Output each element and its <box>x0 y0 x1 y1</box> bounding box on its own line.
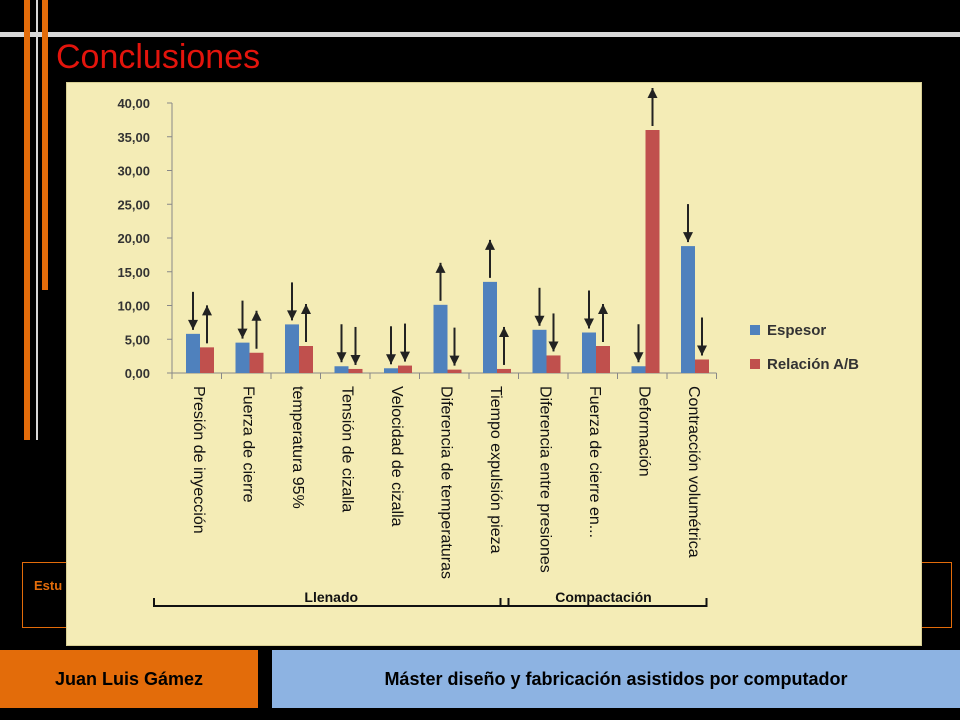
bar-relaci-n-a-b <box>695 359 709 373</box>
bar-chart: 0,00 5,00 10,00 15,00 20,00 25,00 30,00 35,00 40… <box>117 88 859 607</box>
bar-relaci-n-a-b <box>546 355 561 373</box>
y-tick-label: 5,00 <box>125 332 150 347</box>
category-label: Velocidad de cizalla <box>388 386 405 527</box>
arrow-down-icon <box>534 315 545 326</box>
bar-relaci-n-a-b <box>596 346 610 373</box>
arrow-down-icon <box>336 352 347 363</box>
arrow-up-icon <box>598 304 608 314</box>
orange-vertical-line <box>36 0 38 440</box>
category-label: Tensión de cizalla <box>339 386 356 512</box>
bar-relaci-n-a-b <box>348 368 363 373</box>
category-label: Diferencia entre presiones <box>537 386 554 573</box>
bar-espesor <box>532 329 547 373</box>
arrow-down-icon <box>237 328 248 339</box>
category-label: temperatura 95% <box>289 386 306 509</box>
chart-image: 0,00 5,00 10,00 15,00 20,00 25,00 30,00 35,00 40… <box>66 82 922 646</box>
bar-relaci-n-a-b <box>497 368 511 373</box>
y-tick-label: 40,00 <box>117 96 150 111</box>
y-tick-label: 0,00 <box>125 366 150 381</box>
legend-label: Relación A/B <box>767 356 859 373</box>
legend-swatch <box>750 325 760 335</box>
category-label: Contracción volumétrica <box>685 386 702 558</box>
arrow-down-icon <box>449 355 460 366</box>
y-tick-label: 25,00 <box>117 197 150 212</box>
bar-relaci-n-a-b <box>447 369 462 373</box>
category-label: Presión de inyección <box>190 386 207 534</box>
category-label: Diferencia de temperaturas <box>438 386 455 579</box>
arrow-down-icon <box>287 310 297 321</box>
category-label: Fuerza de cierre en... <box>586 386 603 538</box>
orange-vertical-bar <box>24 0 30 440</box>
bar-espesor <box>186 333 200 373</box>
bar-relaci-n-a-b <box>249 352 264 373</box>
y-tick-label: 10,00 <box>117 299 150 314</box>
arrow-up-icon <box>647 88 658 98</box>
legend-label: Espesor <box>767 322 826 339</box>
y-tick-label: 15,00 <box>117 265 150 280</box>
category-label: Tiempo expulsión pieza <box>487 386 504 554</box>
arrow-up-icon <box>251 310 262 321</box>
arrow-up-icon <box>499 326 509 337</box>
footer-program: Máster diseño y fabricación asistidos po… <box>272 650 960 708</box>
arrow-up-icon <box>202 305 212 316</box>
bar-relaci-n-a-b <box>398 365 412 373</box>
arrow-down-icon <box>400 351 410 362</box>
category-label: Fuerza de cierre <box>240 386 257 503</box>
arrow-down-icon <box>350 354 361 365</box>
arrow-down-icon <box>584 318 594 329</box>
bar-espesor <box>433 304 448 373</box>
group-bracket <box>153 598 510 607</box>
bar-espesor <box>681 246 695 373</box>
y-tick-label: 30,00 <box>117 164 150 179</box>
arrow-up-icon <box>301 304 311 314</box>
y-tick-label: 20,00 <box>117 231 150 246</box>
bar-espesor <box>483 281 497 373</box>
slide-title: Conclusiones <box>56 38 261 76</box>
arrow-down-icon <box>548 341 559 352</box>
group-label: Llenado <box>304 589 358 605</box>
bar-relaci-n-a-b <box>645 130 660 373</box>
bar-espesor <box>384 368 398 373</box>
y-tick-label: 35,00 <box>117 130 150 145</box>
bar-espesor <box>285 324 299 373</box>
arrow-up-icon <box>485 239 495 250</box>
footer-author: Juan Luis Gámez <box>0 650 258 708</box>
arrow-down-icon <box>386 354 396 365</box>
arrow-down-icon <box>683 232 693 243</box>
bar-espesor <box>235 342 250 373</box>
bar-espesor <box>582 332 596 373</box>
bar-espesor <box>334 366 349 373</box>
arrow-down-icon <box>188 319 198 330</box>
category-label: Deformación <box>636 386 653 477</box>
legend-swatch <box>750 359 760 369</box>
orange-vertical-bar-2 <box>42 0 48 290</box>
arrow-down-icon <box>697 345 707 356</box>
bar-relaci-n-a-b <box>200 347 214 373</box>
arrow-down-icon <box>633 352 644 363</box>
top-rule-line <box>0 32 960 37</box>
group-label: Compactación <box>555 589 651 605</box>
bar-relaci-n-a-b <box>299 346 313 373</box>
bar-espesor <box>631 366 646 373</box>
group-bracket <box>499 598 708 607</box>
arrow-up-icon <box>435 262 446 273</box>
